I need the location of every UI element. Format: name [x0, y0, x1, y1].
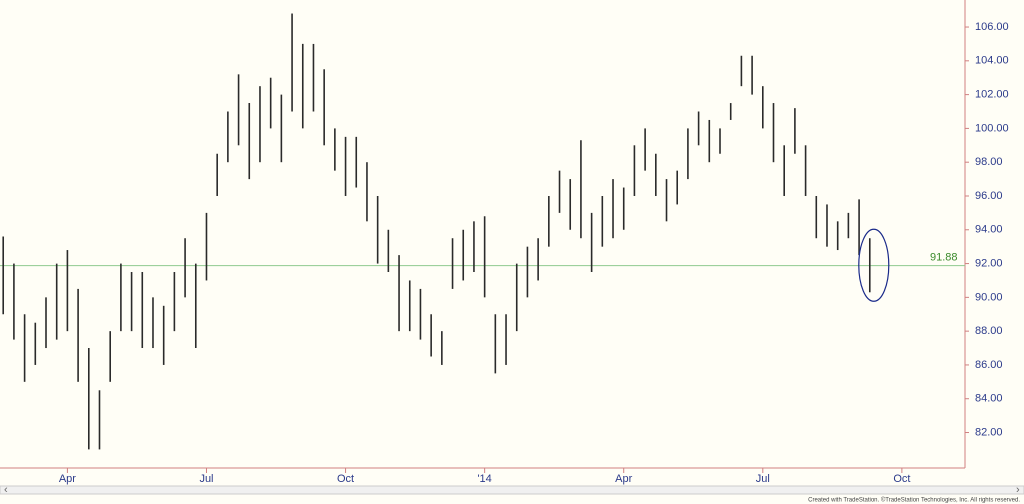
x-tick-label: Apr [615, 473, 632, 485]
x-tick-label: Jul [199, 473, 213, 485]
y-tick-label: 96.00 [975, 190, 1003, 202]
footer: Created with TradeStation. ©TradeStation… [808, 497, 1020, 504]
y-tick-label: 88.00 [975, 325, 1003, 337]
x-tick-label: Oct [893, 473, 910, 485]
x-tick-label: Jul [756, 473, 770, 485]
y-tick-label: 94.00 [975, 224, 1003, 236]
y-tick-label: 102.00 [975, 89, 1009, 101]
y-tick-label: 104.00 [975, 55, 1009, 67]
y-tick-label: 86.00 [975, 359, 1003, 371]
scroll-left[interactable]: ‹ [4, 484, 8, 496]
y-tick-label: 98.00 [975, 156, 1003, 168]
y-tick-label: 100.00 [975, 122, 1009, 134]
highlight-ellipse [858, 228, 890, 302]
reference-label: 91.88 [930, 252, 958, 264]
y-tick-label: 92.00 [975, 257, 1003, 269]
scrollbar[interactable] [0, 485, 1024, 495]
y-tick-label: 84.00 [975, 393, 1003, 405]
y-tick-label: 90.00 [975, 291, 1003, 303]
y-tick-label: 106.00 [975, 21, 1009, 33]
x-tick-label: Oct [337, 473, 354, 485]
scroll-right[interactable]: › [1016, 484, 1020, 496]
x-tick-label: '14 [477, 473, 491, 485]
x-tick-label: Apr [59, 473, 76, 485]
y-tick-label: 82.00 [975, 426, 1003, 438]
